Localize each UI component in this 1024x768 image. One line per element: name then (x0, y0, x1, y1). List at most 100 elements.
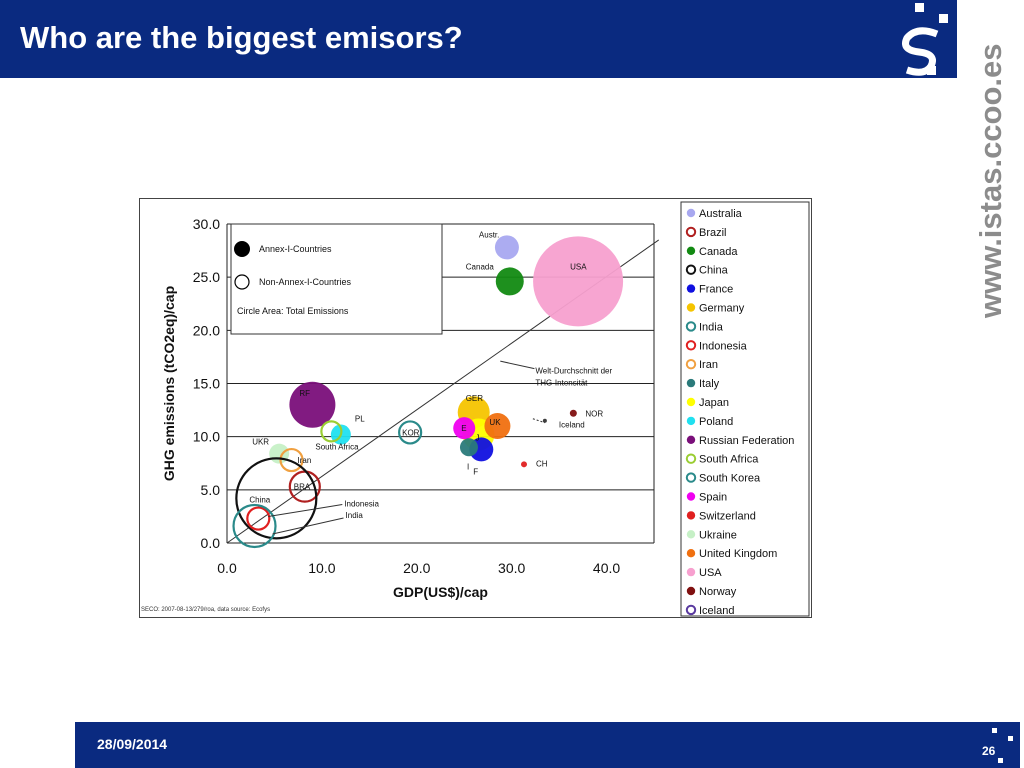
plot-axes: 0.0 5.0 10.0 15.0 20.0 25.0 30.0 0.0 10.0 20.0 30.… (161, 216, 655, 600)
bubble-label-france: F (473, 467, 478, 476)
bubble-label-poland: PL (355, 415, 365, 424)
legend-label-united-kingdom: United Kingdom (699, 548, 777, 560)
bubble-label-australia: Austr. (479, 230, 499, 239)
trend-label-line1: Welt-Durchschnitt der (535, 367, 612, 376)
footer-logo-icon (992, 728, 1013, 763)
legend-swatch-spain (686, 492, 696, 501)
legend-swatch-canada (686, 246, 696, 255)
bubble-label-ukraine: UKR (252, 438, 269, 447)
legend-label-poland: Poland (699, 416, 733, 428)
y-tick-label: 0.0 (201, 535, 221, 551)
legend-swatch-united-kingdom (686, 549, 696, 558)
legend-label-indonesia: Indonesia (699, 340, 748, 352)
x-tick-label: 10.0 (308, 560, 335, 576)
bubble-italy (459, 438, 478, 457)
slide-footer: 28/09/2014 26 (75, 722, 1020, 768)
bubble-united-kingdom (484, 413, 511, 440)
bubble-label-china: China (249, 495, 270, 504)
legend-label-switzerland: Switzerland (699, 510, 756, 522)
bubble-label-russian-federation: RF (299, 389, 310, 398)
legend-label-japan: Japan (699, 397, 729, 409)
legend-label-germany: Germany (699, 303, 745, 315)
y-tick-label: 20.0 (193, 322, 220, 338)
y-tick-label: 10.0 (193, 429, 220, 445)
slide-date: 28/09/2014 (97, 736, 168, 752)
legend-swatch-india (685, 321, 697, 332)
legend-swatch-italy (686, 378, 696, 388)
side-url: www.istas.ccoo.es (973, 43, 1008, 318)
istas-logo-icon (902, 3, 948, 76)
bubble-indonesia (246, 506, 271, 531)
legend-label-norway: Norway (699, 586, 737, 598)
indonesia-leader-line (268, 504, 343, 518)
inset-note-label: Circle Area: Total Emissions (237, 306, 349, 316)
legend-label-canada: Canada (699, 246, 738, 258)
india-leader-line (272, 517, 344, 535)
legend-swatch-china (685, 264, 697, 275)
non-annex-marker-icon (234, 274, 250, 290)
bubble-label-japan: J (475, 434, 479, 443)
legend-swatch-france (686, 284, 696, 293)
legend-label-india: India (699, 321, 724, 333)
inset-annex-label: Annex-I-Countries (259, 244, 332, 254)
legend-swatch-russian-federation (686, 435, 696, 444)
bubble-label-norway: NOR (585, 409, 603, 418)
legend-swatch-switzerland (686, 511, 696, 520)
page-number: 26 (982, 744, 996, 758)
x-tick-label: 20.0 (403, 560, 430, 576)
bubble-points (232, 235, 624, 549)
bubble-switzerland (521, 461, 528, 468)
bubble-russian-federation (289, 381, 336, 428)
legend-label-iran: Iran (699, 359, 718, 371)
bubble-label-indonesia: Indonesia (344, 500, 379, 509)
y-tick-label: 30.0 (193, 216, 220, 232)
bubble-spain (453, 417, 476, 440)
legend-label-italy: Italy (699, 378, 720, 390)
legend-label-russian-federation: Russian Federation (699, 435, 794, 447)
bubble-label-south-africa: South Africa (315, 442, 359, 451)
legend-swatch-poland (686, 416, 696, 426)
bubble-label-usa: USA (570, 262, 587, 271)
legend-swatch-germany (686, 303, 696, 312)
bubble-label-canada: Canada (466, 262, 495, 271)
legend-label-china: China (699, 265, 729, 277)
bubble-china (235, 457, 318, 540)
legend-label-usa: USA (699, 567, 722, 579)
legend-box (680, 201, 810, 617)
x-tick-label: 40.0 (593, 560, 620, 576)
bubble-india (232, 503, 277, 549)
legend-swatch-usa (686, 567, 696, 577)
legend-swatch-norway (686, 586, 696, 596)
legend-label-france: France (699, 284, 733, 296)
legend-swatch-south-korea (685, 472, 697, 483)
slide-header: Who are the biggest emisors? (0, 0, 957, 78)
bubble-label-germany: GER (466, 394, 484, 403)
legend-swatch-japan (686, 397, 696, 407)
legend-swatch-iran (685, 359, 697, 370)
legend-label-australia: Australia (699, 208, 743, 220)
y-tick-label: 15.0 (193, 376, 220, 392)
chart-legend: Australia Brazil Canada China France Germany I… (685, 208, 794, 617)
legend-label-iceland: Iceland (699, 605, 734, 617)
bubble-label-brazil: BRA (294, 483, 311, 492)
legend-label-south-korea: South Korea (699, 473, 761, 485)
bubble-label-united-kingdom: UK (489, 418, 501, 427)
bubble-iran (279, 447, 304, 473)
bubble-labels: Austr. Canada USA RF PL South Africa KOR UKR Ira… (249, 230, 603, 535)
ghg-bubble-chart: 0.0 5.0 10.0 15.0 20.0 25.0 30.0 0.0 10.0 20.0 30.… (139, 198, 812, 618)
bubble-label-spain: E (461, 424, 466, 433)
bubble-australia (494, 235, 519, 260)
bubble-canada (495, 267, 524, 296)
legend-label-spain: Spain (699, 492, 727, 504)
bubble-label-iran: Iran (298, 456, 312, 465)
bubble-label-switzerland: CH (536, 459, 548, 468)
bubble-label-india: India (346, 511, 364, 520)
slide-title: Who are the biggest emisors? (20, 20, 463, 55)
bubble-label-italy: I (467, 462, 469, 471)
bubble-south-africa (320, 420, 343, 443)
bubble-iceland (542, 418, 547, 423)
legend-swatch-australia (686, 208, 696, 218)
x-tick-label: 0.0 (217, 560, 237, 576)
inset-non-annex-label: Non-Annex-I-Countries (259, 277, 352, 287)
legend-swatch-iceland (685, 604, 697, 616)
